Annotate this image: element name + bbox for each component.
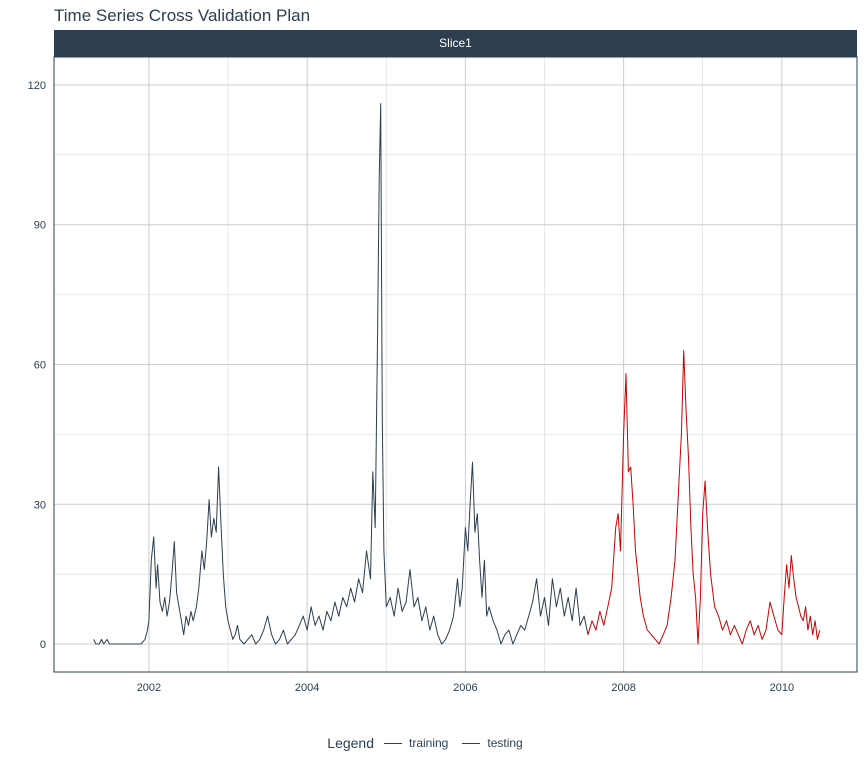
x-tick-label: 2008 (611, 682, 635, 694)
legend-key-testing (462, 742, 481, 744)
x-tick-label: 2002 (137, 682, 161, 694)
x-tick-label: 2006 (453, 682, 477, 694)
legend-label-testing: testing (487, 736, 523, 750)
panel-border (53, 56, 858, 673)
y-tick-label: 0 (40, 639, 46, 651)
legend-item-testing: testing (462, 736, 523, 750)
legend-label-training: training (409, 736, 449, 750)
chart-title: Time Series Cross Validation Plan (54, 6, 311, 25)
y-tick-label: 30 (34, 499, 46, 511)
facet-strip-label: Slice1 (54, 30, 857, 57)
y-tick-label: 60 (34, 360, 46, 372)
series-line-testing (587, 350, 821, 645)
legend-item-training: training (384, 736, 448, 750)
legend-key-training (384, 742, 402, 744)
series-line-training (93, 103, 589, 645)
legend-title: Legend (327, 735, 374, 751)
y-tick-label: 120 (28, 80, 46, 92)
x-tick-label: 2010 (770, 682, 794, 694)
y-tick-label: 90 (34, 220, 46, 232)
legend: Legend training testing (0, 733, 864, 753)
x-tick-label: 2004 (295, 682, 319, 694)
